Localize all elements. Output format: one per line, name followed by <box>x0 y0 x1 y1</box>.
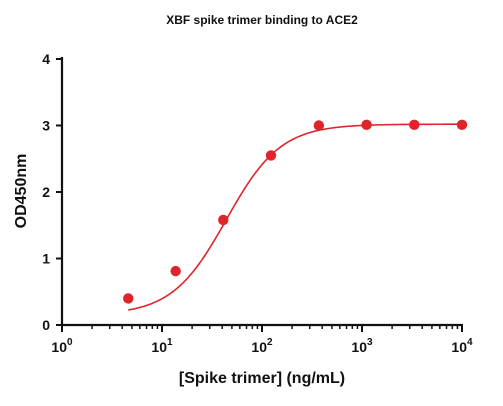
y-tick-label: 0 <box>42 317 50 333</box>
axes <box>60 57 463 327</box>
y-tick-label: 4 <box>42 51 50 67</box>
data-points <box>123 119 468 304</box>
data-point <box>218 214 229 226</box>
data-point <box>265 150 277 161</box>
data-point <box>123 293 134 304</box>
data-point <box>313 120 325 131</box>
y-tick-label: 3 <box>42 118 50 134</box>
x-axis-label: [Spike trimer] (ng/mL) <box>179 370 345 387</box>
data-point <box>361 119 372 131</box>
x-tick-label: 101 <box>151 337 173 355</box>
y-ticks: 0 1 2 3 4 <box>42 51 62 333</box>
chart-title: XBF spike trimer binding to ACE2 <box>166 13 358 27</box>
data-point <box>456 119 468 131</box>
y-tick-label: 2 <box>42 184 50 200</box>
data-point <box>170 265 181 277</box>
x-tick-label: 104 <box>451 337 473 355</box>
data-point <box>409 119 420 131</box>
x-tick-label: 102 <box>251 337 273 355</box>
y-axis-label: OD450nm <box>13 154 30 229</box>
x-tick-label: 103 <box>351 337 373 355</box>
fit-curve <box>128 123 462 311</box>
x-minor-ticks <box>91 325 459 329</box>
fit-curves <box>128 123 462 311</box>
x-ticks: 100 101 102 103 104 <box>51 325 473 355</box>
x-tick-label: 100 <box>51 337 73 355</box>
y-tick-label: 1 <box>42 251 50 267</box>
